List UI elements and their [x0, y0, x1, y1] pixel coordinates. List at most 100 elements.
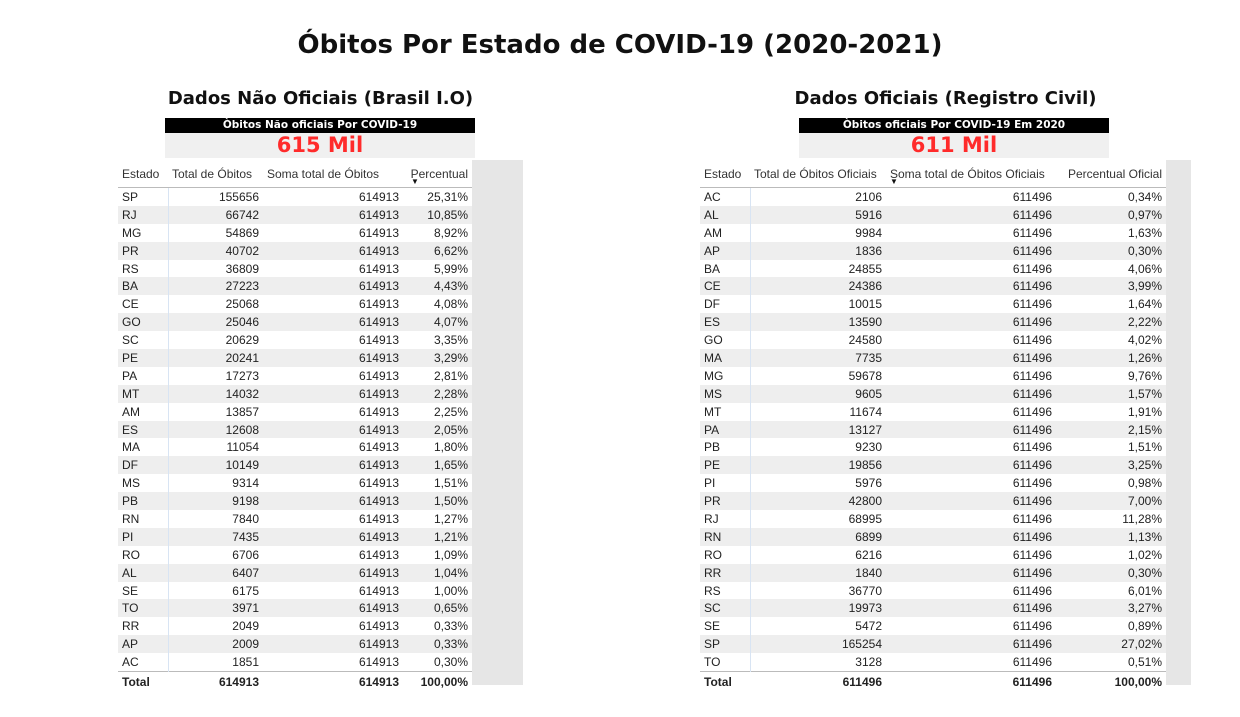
cell-total: 2106: [750, 187, 886, 206]
cell-percentual: 1,27%: [403, 510, 472, 528]
table-row[interactable]: TO 3128 611496 0,51%: [700, 653, 1166, 672]
cell-percentual: 0,89%: [1056, 617, 1166, 636]
table-row[interactable]: SE 5472 611496 0,89%: [700, 617, 1166, 636]
table-row[interactable]: PE 20241 614913 3,29%: [118, 349, 472, 367]
table-row[interactable]: RJ 68995 611496 11,28%: [700, 510, 1166, 528]
table-row[interactable]: PI 7435 614913 1,21%: [118, 527, 472, 546]
cell-total: 13857: [168, 402, 263, 421]
cell-soma: 611496: [886, 205, 1056, 224]
table-row[interactable]: DF 10149 614913 1,65%: [118, 456, 472, 475]
table-row[interactable]: RR 1840 611496 0,30%: [700, 563, 1166, 582]
cell-percentual: 1,13%: [1056, 527, 1166, 546]
left-table-visual[interactable]: Estado Total de Óbitos Soma total de Óbi…: [118, 160, 523, 693]
cell-percentual: 9,76%: [1056, 366, 1166, 385]
cell-estado: RO: [118, 545, 169, 564]
column-header-soma-total[interactable]: Soma total de Óbitos: [263, 160, 403, 188]
table-row[interactable]: MS 9605 611496 1,57%: [700, 384, 1166, 403]
cell-percentual: 5,99%: [403, 259, 472, 278]
table-row[interactable]: RO 6706 614913 1,09%: [118, 545, 472, 564]
table-row[interactable]: RR 2049 614913 0,33%: [118, 617, 472, 636]
table-row[interactable]: RN 6899 611496 1,13%: [700, 527, 1166, 546]
sort-descending-icon[interactable]: ▼: [411, 177, 419, 186]
table-row[interactable]: AC 2106 611496 0,34%: [700, 187, 1166, 206]
table-row[interactable]: PR 40702 614913 6,62%: [118, 241, 472, 260]
column-header-percentual[interactable]: Percentual ▼: [403, 160, 472, 188]
cell-total: 68995: [750, 510, 886, 528]
table-row[interactable]: DF 10015 611496 1,64%: [700, 295, 1166, 314]
column-header-estado[interactable]: Estado: [118, 160, 168, 188]
table-row[interactable]: PR 42800 611496 7,00%: [700, 492, 1166, 511]
table-row[interactable]: CE 25068 614913 4,08%: [118, 295, 472, 314]
table-row[interactable]: MT 11674 611496 1,91%: [700, 402, 1166, 421]
table-row[interactable]: AP 1836 611496 0,30%: [700, 241, 1166, 260]
left-kpi-card[interactable]: Òbitos Não oficiais Por COVID-19 615 Mil: [165, 118, 475, 158]
table-row[interactable]: SP 155656 614913 25,31%: [118, 187, 472, 206]
table-row[interactable]: AM 13857 614913 2,25%: [118, 402, 472, 421]
table-row[interactable]: SC 19973 611496 3,27%: [700, 599, 1166, 618]
table-row[interactable]: GO 25046 614913 4,07%: [118, 313, 472, 332]
cell-total: 42800: [750, 492, 886, 511]
table-row[interactable]: MS 9314 614913 1,51%: [118, 474, 472, 493]
cell-total: 12608: [168, 420, 263, 439]
table-row[interactable]: BA 27223 614913 4,43%: [118, 277, 472, 296]
table-row[interactable]: PA 13127 611496 2,15%: [700, 420, 1166, 439]
table-row[interactable]: RO 6216 611496 1,02%: [700, 545, 1166, 564]
cell-soma: 611496: [886, 510, 1056, 528]
table-row[interactable]: GO 24580 611496 4,02%: [700, 331, 1166, 350]
table-row[interactable]: AC 1851 614913 0,30%: [118, 653, 472, 672]
table-row[interactable]: SP 165254 611496 27,02%: [700, 635, 1166, 654]
table-row[interactable]: ES 13590 611496 2,22%: [700, 313, 1166, 332]
table-row[interactable]: BA 24855 611496 4,06%: [700, 259, 1166, 278]
table-row[interactable]: ES 12608 614913 2,05%: [118, 420, 472, 439]
right-table[interactable]: Estado Total de Óbitos Oficiais Soma tot…: [700, 160, 1166, 693]
cell-estado: DF: [700, 295, 751, 314]
table-row[interactable]: RS 36770 611496 6,01%: [700, 581, 1166, 600]
column-header-estado[interactable]: Estado: [700, 160, 750, 188]
column-header-total-obitos[interactable]: Total de Óbitos: [168, 160, 263, 188]
table-row[interactable]: MA 7735 611496 1,26%: [700, 349, 1166, 367]
column-header-total-obitos-oficiais[interactable]: Total de Óbitos Oficiais: [750, 160, 886, 188]
right-kpi-value: 611 Mil: [910, 133, 998, 157]
table-row[interactable]: MT 14032 614913 2,28%: [118, 384, 472, 403]
cell-total: 24580: [750, 331, 886, 350]
cell-total: 6216: [750, 545, 886, 564]
cell-percentual: 1,80%: [403, 438, 472, 457]
table-row[interactable]: AM 9984 611496 1,63%: [700, 223, 1166, 242]
table-row[interactable]: RS 36809 614913 5,99%: [118, 259, 472, 278]
column-header-percentual-oficial[interactable]: Percentual Oficial: [1056, 160, 1166, 188]
left-table[interactable]: Estado Total de Óbitos Soma total de Óbi…: [118, 160, 472, 693]
table-row[interactable]: AL 5916 611496 0,97%: [700, 205, 1166, 224]
table-row[interactable]: PE 19856 611496 3,25%: [700, 456, 1166, 475]
cell-total: 1836: [750, 241, 886, 260]
cell-soma: 614913: [263, 295, 403, 314]
cell-soma: 611496: [886, 545, 1056, 564]
table-row[interactable]: RJ 66742 614913 10,85%: [118, 205, 472, 224]
table-row[interactable]: TO 3971 614913 0,65%: [118, 599, 472, 618]
cell-estado: MT: [118, 384, 169, 403]
table-row[interactable]: CE 24386 611496 3,99%: [700, 277, 1166, 296]
cell-soma: 614913: [263, 581, 403, 600]
column-header-soma-total-oficiais[interactable]: Soma total de Óbitos Oficiais ▼: [886, 160, 1056, 188]
table-row[interactable]: PB 9230 611496 1,51%: [700, 438, 1166, 457]
sort-descending-icon[interactable]: ▼: [890, 177, 898, 186]
table-row[interactable]: AL 6407 614913 1,04%: [118, 563, 472, 582]
table-row[interactable]: SE 6175 614913 1,00%: [118, 581, 472, 600]
table-row[interactable]: RN 7840 614913 1,27%: [118, 510, 472, 528]
cell-percentual: 3,29%: [403, 349, 472, 367]
table-row[interactable]: MA 11054 614913 1,80%: [118, 438, 472, 457]
table-row[interactable]: MG 59678 611496 9,76%: [700, 366, 1166, 385]
cell-estado: AM: [118, 402, 169, 421]
cell-total: 40702: [168, 241, 263, 260]
cell-percentual: 25,31%: [403, 187, 472, 206]
cell-percentual: 0,33%: [403, 617, 472, 636]
right-table-visual[interactable]: Estado Total de Óbitos Oficiais Soma tot…: [700, 160, 1191, 693]
cell-estado: RS: [118, 259, 169, 278]
right-kpi-card[interactable]: Òbitos oficiais Por COVID-19 Em 2020 611…: [799, 118, 1109, 158]
left-kpi-value: 615 Mil: [276, 133, 364, 157]
table-row[interactable]: PB 9198 614913 1,50%: [118, 492, 472, 511]
table-row[interactable]: PA 17273 614913 2,81%: [118, 366, 472, 385]
table-row[interactable]: PI 5976 611496 0,98%: [700, 474, 1166, 493]
table-row[interactable]: AP 2009 614913 0,33%: [118, 635, 472, 654]
table-row[interactable]: SC 20629 614913 3,35%: [118, 331, 472, 350]
table-row[interactable]: MG 54869 614913 8,92%: [118, 223, 472, 242]
